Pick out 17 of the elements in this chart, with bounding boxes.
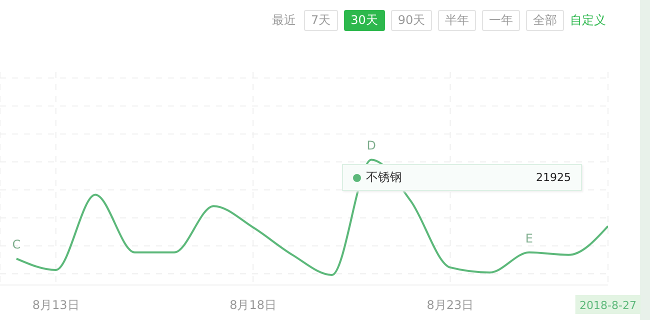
text: 全部 [526,10,564,31]
legend-label: 不锈钢 [366,169,402,186]
x-tick-label: 8月13日 [32,298,80,312]
text: 最近 [272,12,296,29]
x-tick-label: 8月23日 [426,298,474,312]
x-tick-label: 2018-8-27 [580,299,636,312]
text: 30天 [344,10,385,31]
annotation: D [366,138,376,153]
text: 一年 [482,10,520,31]
annotation: C [12,238,21,252]
annotation: E [525,231,533,246]
text: 自定义 [570,12,606,29]
text: 7天 [304,10,338,31]
annotation: 21925 [536,171,571,184]
x-tick-label: 8月18日 [230,298,277,312]
text: 90天 [390,10,432,31]
text: 半年 [438,10,476,31]
